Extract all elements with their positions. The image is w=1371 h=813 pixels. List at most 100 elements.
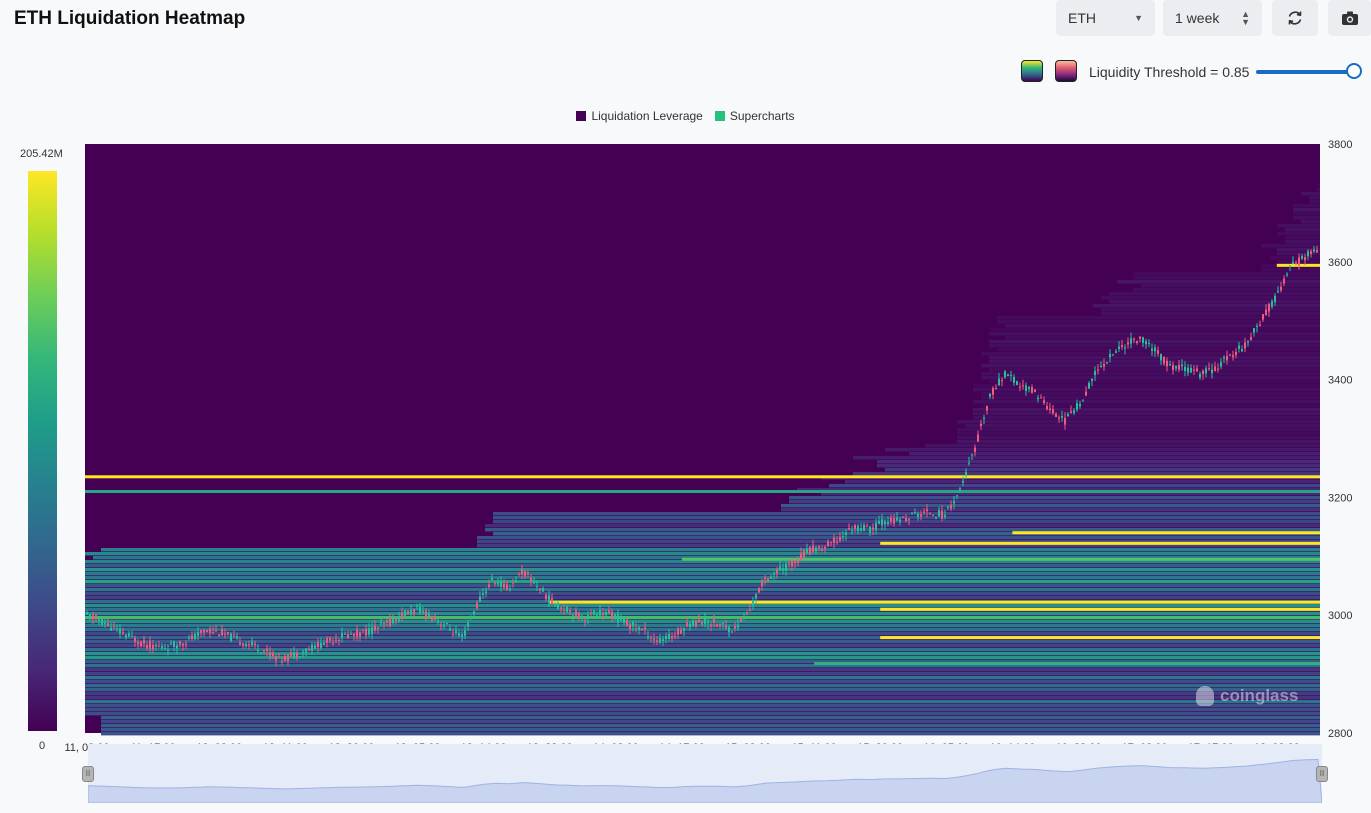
liquidation-band — [880, 636, 1320, 640]
candle-body — [383, 623, 385, 625]
heat-row — [85, 668, 1320, 672]
heat-row — [85, 560, 1320, 564]
candle-body — [533, 582, 535, 584]
candle-body — [1106, 362, 1108, 364]
candle-body — [917, 513, 919, 517]
viridis-scheme-button[interactable] — [1021, 60, 1043, 82]
candle-body — [1133, 338, 1135, 340]
candle-body — [467, 623, 469, 627]
candle-body — [560, 607, 562, 610]
candle-body — [584, 620, 586, 622]
candle-body — [1115, 351, 1117, 353]
candle-body — [845, 532, 847, 535]
candle-body — [491, 577, 493, 580]
candle-body — [899, 519, 901, 522]
candle-body — [236, 636, 238, 639]
candle-body — [1190, 367, 1192, 373]
heat-row — [493, 512, 1320, 516]
candle-body — [1019, 386, 1021, 388]
candle-body — [1241, 349, 1243, 352]
threshold-slider-track[interactable] — [1256, 70, 1356, 74]
candle-body — [212, 631, 214, 634]
candle-body — [860, 528, 862, 531]
y-tick-label: 3200 — [1328, 492, 1352, 504]
candle-body — [182, 643, 184, 646]
candle-body — [1049, 408, 1051, 410]
legend-item-supercharts[interactable]: Supercharts — [714, 109, 795, 123]
heat-row — [821, 492, 1320, 496]
heat-row — [485, 524, 1320, 528]
heat-row — [85, 628, 1320, 632]
range-handle-left[interactable]: II — [82, 766, 94, 782]
candle-body — [1310, 251, 1312, 255]
heat-row — [85, 592, 1320, 596]
refresh-button[interactable] — [1272, 0, 1318, 36]
candle-body — [128, 633, 130, 637]
candle-body — [803, 550, 805, 558]
candle-body — [914, 512, 916, 514]
candle-body — [1166, 360, 1168, 367]
period-select[interactable]: 1 week ▲ ▼ — [1163, 0, 1262, 36]
heat-row — [85, 580, 1320, 584]
candle-body — [542, 588, 544, 592]
candle-body — [197, 631, 199, 636]
candle-body — [773, 573, 775, 575]
candle-body — [1163, 356, 1165, 364]
heat-row — [973, 408, 1320, 412]
heat-row — [477, 536, 1320, 540]
candle-body — [281, 660, 283, 663]
candle-body — [1064, 417, 1066, 425]
heat-row — [477, 540, 1320, 544]
candle-body — [233, 635, 235, 637]
y-tick-label: 3600 — [1328, 257, 1352, 269]
candle-body — [377, 627, 379, 629]
heat-row — [973, 400, 1320, 404]
candle-body — [932, 515, 934, 517]
heat-row — [989, 356, 1320, 360]
heat-row — [957, 428, 1320, 432]
screenshot-button[interactable] — [1328, 0, 1371, 36]
magma-scheme-button[interactable] — [1055, 60, 1077, 82]
candle-body — [1250, 337, 1252, 341]
symbol-select[interactable]: ETH ▼ — [1056, 0, 1155, 36]
candle-body — [1061, 416, 1063, 418]
heat-row — [989, 328, 1320, 332]
candle-body — [890, 517, 892, 522]
candle-body — [131, 636, 133, 638]
candle-body — [125, 634, 127, 638]
candle-body — [143, 639, 145, 644]
heat-row — [85, 584, 1320, 588]
threshold-slider-handle[interactable] — [1346, 63, 1362, 79]
candle-body — [923, 511, 925, 513]
heat-row — [845, 480, 1320, 484]
candle-body — [1130, 338, 1132, 344]
heat-row — [101, 720, 1320, 724]
candle-body — [488, 584, 490, 588]
legend-item-leverage[interactable]: Liquidation Leverage — [576, 109, 703, 123]
candle-body — [329, 637, 331, 641]
candle-body — [998, 378, 1000, 386]
legend-swatch — [576, 111, 587, 121]
threshold-label: Liquidity Threshold = 0.85 — [1089, 64, 1250, 80]
candle-body — [1301, 255, 1303, 259]
candle-body — [650, 637, 652, 639]
candle-body — [410, 610, 412, 615]
candle-body — [524, 570, 526, 577]
candle-body — [833, 537, 835, 544]
range-navigator[interactable] — [87, 744, 1323, 804]
heat-row — [85, 684, 1320, 688]
heat-row — [1141, 284, 1320, 288]
candle-body — [521, 569, 523, 575]
candle-body — [1094, 371, 1096, 376]
candle-body — [101, 619, 103, 625]
heat-row — [1277, 248, 1320, 252]
candle-body — [641, 628, 643, 630]
range-handle-right[interactable]: II — [1316, 766, 1328, 782]
heat-row — [85, 656, 1320, 660]
candle-body — [566, 606, 568, 613]
candle-body — [869, 526, 871, 533]
candle-body — [1217, 368, 1219, 370]
heat-row — [1133, 276, 1320, 280]
candle-body — [188, 637, 190, 639]
